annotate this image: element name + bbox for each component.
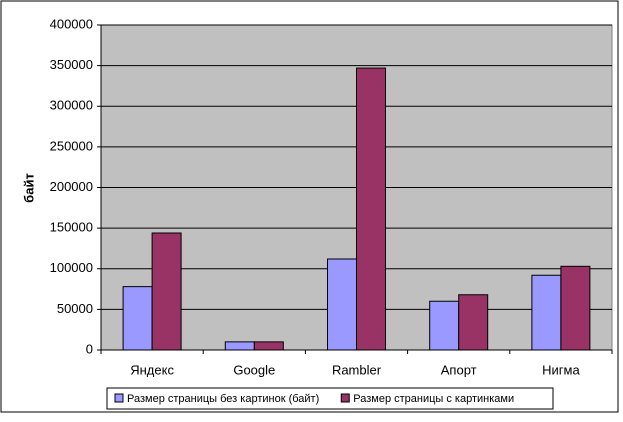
bar	[429, 300, 460, 351]
x-tick-label: Апорт	[441, 362, 477, 377]
legend-label: Размер страницы без картинок (байт)	[127, 393, 319, 405]
y-tick-label: 400000	[50, 16, 93, 31]
y-tick-label: 350000	[50, 57, 93, 72]
y-tick-label: 0	[86, 341, 93, 356]
bar	[253, 341, 284, 351]
bar	[458, 294, 489, 351]
legend-box	[106, 387, 554, 410]
x-tick-label: Google	[233, 362, 275, 377]
bar	[224, 341, 255, 351]
bar	[151, 232, 182, 351]
y-tick-label: 300000	[50, 98, 93, 113]
y-tick-label: 250000	[50, 138, 93, 153]
y-axis-label: байт	[21, 173, 36, 203]
legend-swatch	[340, 393, 350, 403]
x-tick-label: Яндекс	[130, 362, 174, 377]
x-tick-label: Rambler	[332, 362, 382, 377]
y-tick-label: 50000	[57, 301, 93, 316]
bar	[122, 286, 153, 351]
bar	[560, 265, 591, 351]
legend-label: Размер страницы с картинками	[353, 393, 514, 405]
bar	[327, 258, 357, 351]
bar	[531, 274, 562, 351]
legend-swatch	[114, 393, 124, 403]
y-tick-label: 200000	[50, 179, 93, 194]
x-tick-label: Нигма	[542, 362, 580, 377]
y-tick-label: 100000	[50, 260, 93, 275]
bar	[356, 67, 386, 351]
y-tick-label: 150000	[50, 220, 93, 235]
